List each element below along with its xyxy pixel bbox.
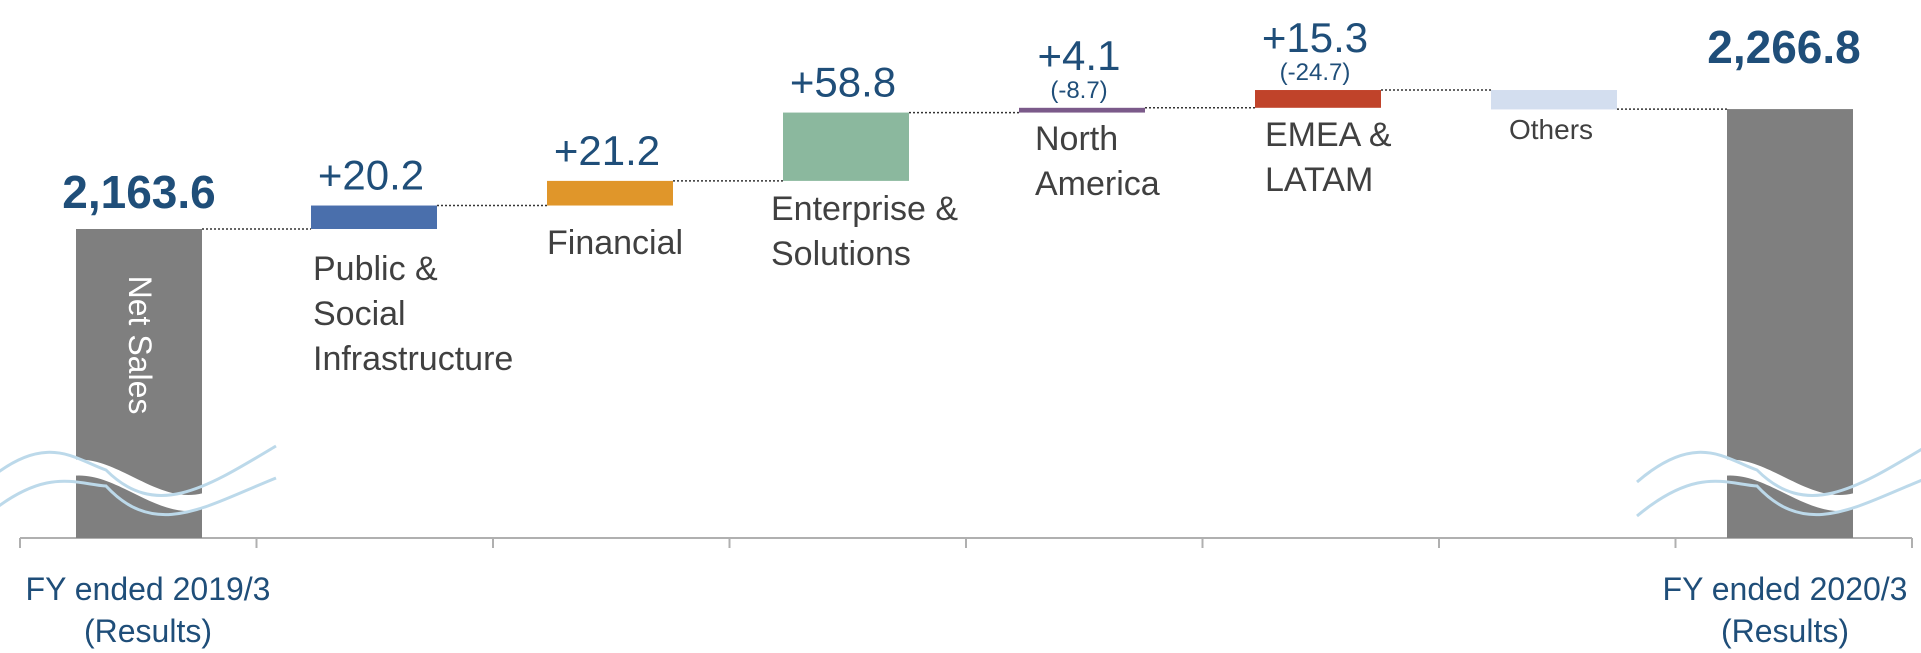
step-name-label: Others [1509, 114, 1593, 145]
axis-break-right [1636, 447, 1921, 518]
step-value-label: +4.1 [1038, 32, 1121, 79]
step-value-label: +21.2 [554, 127, 660, 174]
step-name-label: North [1035, 120, 1118, 158]
step-name-label: LATAM [1265, 161, 1373, 199]
step-sub-label: (-8.7) [1050, 77, 1107, 104]
step-name-label: Infrastructure [313, 340, 513, 378]
step-name-label: Solutions [771, 235, 911, 273]
step-bar [311, 205, 437, 229]
end-category-label: (Results) [1721, 613, 1849, 649]
step-sub-label: (-24.7) [1280, 59, 1351, 86]
step-bar [547, 180, 673, 206]
step-bar [1019, 107, 1145, 113]
step-value-label: +58.8 [790, 59, 896, 106]
step-name-label: Public & [313, 250, 438, 288]
step-name-label: Financial [547, 224, 683, 262]
end-category-label: FY ended 2020/3 [1663, 571, 1908, 607]
step-bar [783, 112, 909, 181]
axis-break-left [0, 444, 277, 517]
start-category-label: FY ended 2019/3 [26, 571, 271, 607]
step-name-label: Enterprise & [771, 190, 958, 228]
step-value-label: +20.2 [318, 152, 424, 199]
step-name-label: America [1035, 165, 1160, 203]
start-category-label: (Results) [84, 613, 212, 649]
net-sales-label: Net Sales [122, 276, 158, 415]
step-name-label: EMEA & [1265, 116, 1392, 154]
start-value-label: 2,163.6 [62, 166, 215, 218]
step-name-label: Social [313, 295, 406, 333]
step-value-label: +15.3 [1262, 14, 1368, 61]
step-bar [1491, 90, 1617, 110]
end-value-label: 2,266.8 [1707, 21, 1860, 73]
step-bar [1255, 90, 1381, 108]
